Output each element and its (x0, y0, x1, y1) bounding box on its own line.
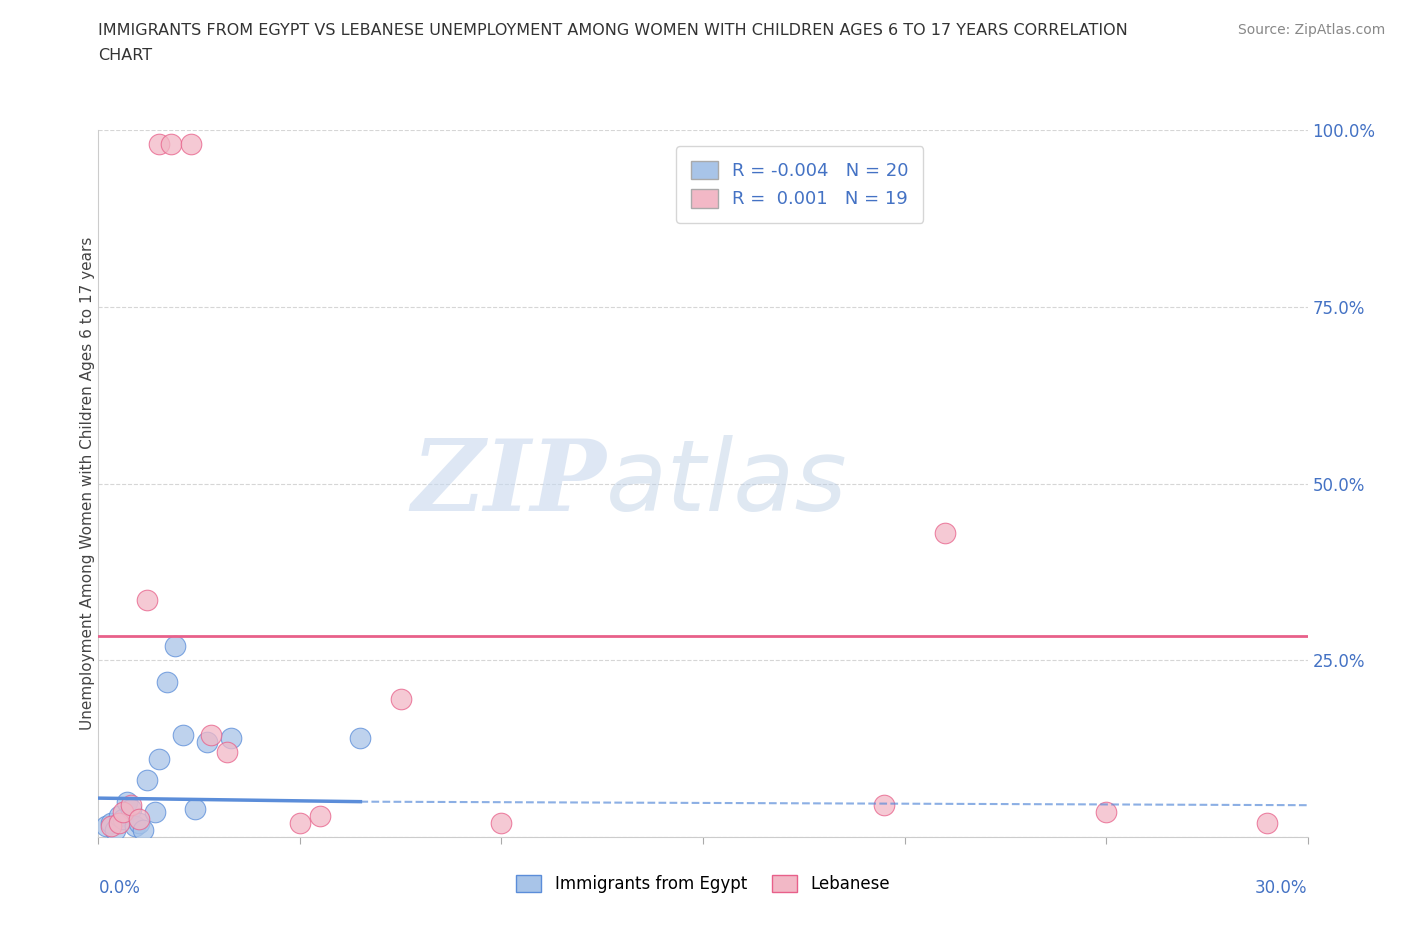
Point (389, 692, 412, 707)
Legend: R = -0.004   N = 20, R =  0.001   N = 19: R = -0.004 N = 20, R = 0.001 N = 19 (676, 146, 924, 223)
Point (217, 745, 239, 760)
Point (1256, 816, 1278, 830)
Point (135, 773, 157, 788)
Point (100, 816, 122, 830)
Text: ZIP: ZIP (412, 435, 606, 532)
Text: 0.0%: 0.0% (98, 879, 141, 897)
Text: CHART: CHART (98, 48, 152, 63)
Point (156, 674, 179, 689)
Point (148, 751, 170, 766)
Point (100, 819, 122, 834)
Point (107, 816, 129, 830)
Y-axis label: Unemployment Among Women with Children Ages 6 to 17 years: Unemployment Among Women with Children A… (80, 237, 94, 730)
Point (163, 639, 186, 654)
Point (120, 798, 142, 813)
Point (934, 525, 956, 540)
Point (288, 816, 311, 830)
Point (349, 731, 371, 746)
Point (160, 137, 183, 152)
Point (115, 794, 138, 809)
Point (135, 592, 157, 607)
Text: Source: ZipAtlas.com: Source: ZipAtlas.com (1237, 23, 1385, 37)
Point (124, 819, 146, 834)
Point (128, 812, 150, 827)
Point (120, 802, 142, 817)
Point (184, 802, 207, 817)
Point (172, 727, 194, 742)
Point (309, 808, 332, 823)
Point (128, 816, 150, 830)
Point (491, 816, 513, 830)
Point (143, 804, 166, 819)
Point (180, 137, 202, 152)
Text: IMMIGRANTS FROM EGYPT VS LEBANESE UNEMPLOYMENT AMONG WOMEN WITH CHILDREN AGES 6 : IMMIGRANTS FROM EGYPT VS LEBANESE UNEMPL… (98, 23, 1128, 38)
Point (148, 137, 170, 152)
Point (111, 804, 134, 819)
Point (195, 734, 218, 749)
Point (200, 727, 222, 742)
Text: 30.0%: 30.0% (1256, 879, 1308, 897)
Point (132, 822, 155, 837)
Point (221, 731, 243, 746)
Point (873, 798, 896, 813)
Point (103, 822, 125, 837)
Point (107, 808, 129, 823)
Text: atlas: atlas (606, 435, 848, 532)
Point (111, 812, 134, 827)
Point (96, 819, 118, 834)
Point (1095, 804, 1118, 819)
